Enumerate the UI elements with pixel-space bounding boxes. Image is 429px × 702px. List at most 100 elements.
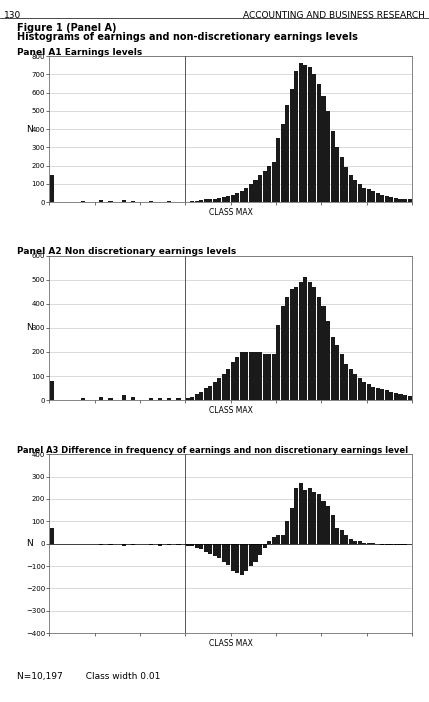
Bar: [326, 111, 330, 202]
Bar: [362, 382, 366, 400]
Bar: [394, 198, 398, 202]
Bar: [299, 63, 303, 202]
Bar: [190, 397, 194, 400]
Bar: [376, 193, 380, 202]
Bar: [285, 296, 289, 400]
Bar: [149, 201, 153, 202]
Bar: [213, 382, 217, 400]
Bar: [213, 199, 217, 202]
Bar: [258, 352, 262, 400]
Bar: [267, 355, 271, 400]
Text: Panel A2 Non discretionary earnings levels: Panel A2 Non discretionary earnings leve…: [17, 247, 236, 256]
Bar: [258, 175, 262, 202]
Y-axis label: N: N: [26, 125, 33, 133]
Bar: [308, 67, 312, 202]
Bar: [290, 508, 294, 543]
Bar: [254, 352, 257, 400]
Text: N=10,197        Class width 0.01: N=10,197 Class width 0.01: [17, 672, 160, 681]
Text: Histograms of earnings and non-discretionary earnings levels: Histograms of earnings and non-discretio…: [17, 32, 358, 41]
Bar: [353, 373, 357, 400]
Bar: [50, 381, 54, 400]
Bar: [367, 190, 371, 202]
Bar: [185, 543, 190, 546]
Bar: [330, 515, 335, 543]
Bar: [263, 171, 266, 202]
Bar: [421, 201, 425, 202]
Bar: [308, 488, 312, 543]
Bar: [231, 195, 235, 202]
Bar: [349, 539, 353, 543]
Bar: [190, 201, 194, 202]
Bar: [408, 199, 411, 202]
Bar: [167, 543, 172, 545]
Bar: [109, 398, 112, 400]
Y-axis label: N: N: [26, 324, 33, 332]
Bar: [240, 352, 244, 400]
Bar: [349, 369, 353, 400]
Bar: [226, 369, 230, 400]
Bar: [285, 522, 289, 543]
Bar: [399, 199, 402, 202]
X-axis label: CLASS MAX: CLASS MAX: [208, 208, 253, 217]
Bar: [335, 528, 339, 543]
Bar: [236, 543, 239, 573]
Bar: [236, 357, 239, 400]
Bar: [335, 345, 339, 400]
Text: ACCOUNTING AND BUSINESS RESEARCH: ACCOUNTING AND BUSINESS RESEARCH: [243, 11, 425, 20]
Bar: [281, 124, 285, 202]
Bar: [176, 398, 181, 400]
Bar: [381, 543, 384, 545]
Bar: [399, 394, 402, 400]
Bar: [245, 187, 248, 202]
Bar: [185, 398, 190, 400]
Bar: [50, 528, 54, 543]
Bar: [294, 287, 298, 400]
Bar: [294, 71, 298, 202]
Bar: [167, 398, 172, 400]
Bar: [131, 201, 135, 202]
Bar: [249, 543, 253, 566]
Y-axis label: N: N: [26, 539, 33, 548]
Bar: [208, 199, 212, 202]
Bar: [385, 390, 389, 400]
Bar: [385, 196, 389, 202]
Bar: [149, 398, 153, 400]
Bar: [330, 338, 335, 400]
Bar: [317, 296, 321, 400]
Bar: [199, 543, 203, 549]
Bar: [426, 201, 429, 202]
Bar: [217, 378, 221, 400]
Bar: [285, 105, 289, 202]
Bar: [381, 195, 384, 202]
Bar: [245, 352, 248, 400]
Bar: [81, 398, 85, 400]
Text: Panel A1 Earnings levels: Panel A1 Earnings levels: [17, 48, 142, 57]
Bar: [217, 198, 221, 202]
Bar: [249, 352, 253, 400]
Bar: [330, 131, 335, 202]
Bar: [326, 321, 330, 400]
Bar: [353, 180, 357, 202]
Bar: [390, 197, 393, 202]
Bar: [340, 530, 344, 543]
Bar: [294, 488, 298, 543]
Bar: [208, 543, 212, 554]
Bar: [403, 543, 407, 545]
Bar: [263, 355, 266, 400]
Bar: [321, 306, 326, 400]
Bar: [381, 390, 384, 400]
Bar: [249, 184, 253, 202]
Bar: [326, 505, 330, 543]
Bar: [317, 494, 321, 543]
Bar: [222, 543, 226, 562]
Bar: [417, 397, 421, 400]
Bar: [208, 385, 212, 400]
Bar: [213, 543, 217, 556]
Bar: [276, 535, 280, 543]
Bar: [109, 201, 112, 202]
Bar: [204, 388, 208, 400]
X-axis label: CLASS MAX: CLASS MAX: [208, 406, 253, 415]
Bar: [299, 282, 303, 400]
Bar: [344, 168, 348, 202]
Bar: [122, 543, 126, 546]
